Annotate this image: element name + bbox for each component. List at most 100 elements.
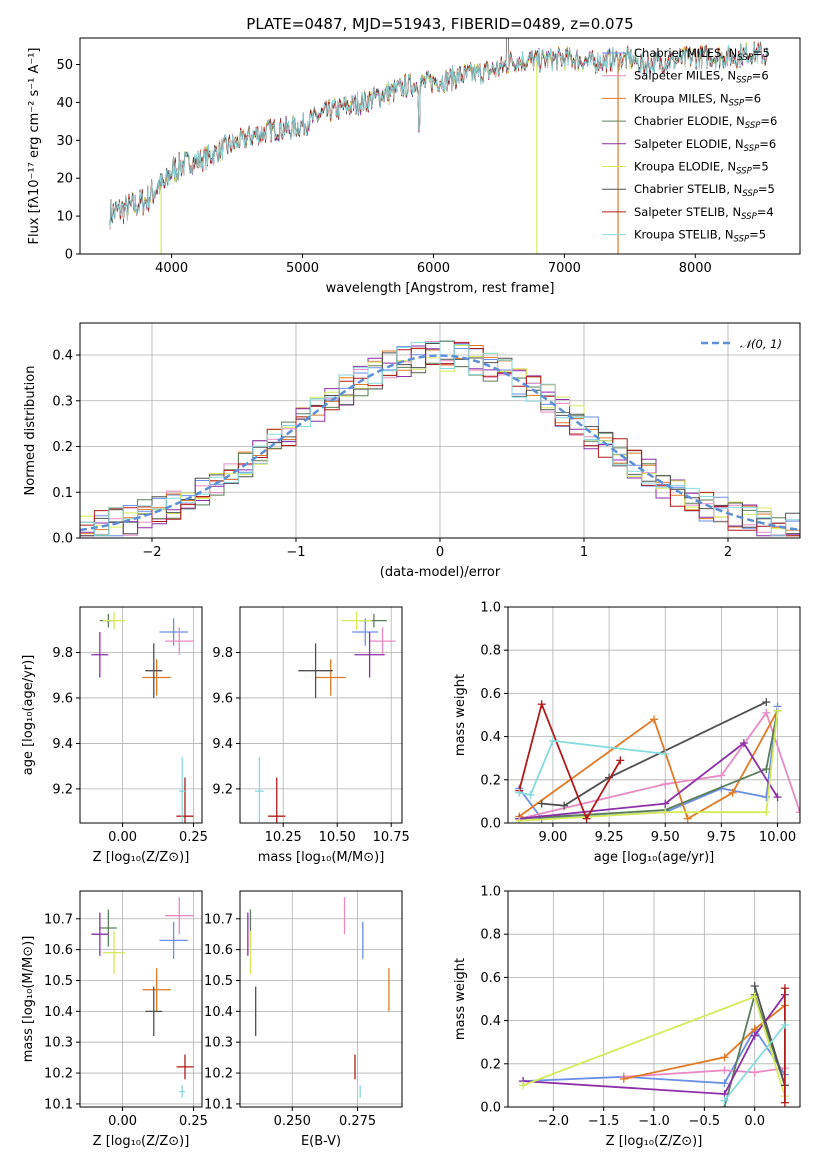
weight-marker (780, 1098, 789, 1107)
y-tick-label: 10.5 (204, 974, 233, 989)
panel-massweight_vs_age: 9.00 9.25 9.50 9.75 10.00 0.0 0.2 0.4 0.6 0.8 1.0 a… (453, 601, 801, 865)
weight-marker (661, 799, 670, 808)
weight-marker (750, 982, 759, 991)
y-tick-label: 1.0 (480, 885, 501, 900)
weight-marker (661, 780, 670, 789)
x-tick-label: −1.0 (638, 1114, 670, 1129)
x-tick-label: 10.25 (265, 830, 302, 845)
y-tick-label: 10.5 (44, 974, 73, 989)
plot-area (91, 611, 194, 823)
y-tick-label: 10.1 (204, 1097, 233, 1112)
x-tick-label: 0.00 (108, 1114, 137, 1129)
weight-marker (773, 793, 782, 802)
y-tick-label: 10.6 (44, 943, 73, 958)
y-tick-label: 0.0 (52, 532, 73, 547)
weight-marker (515, 788, 524, 797)
y-tick-label: 10 (56, 210, 73, 225)
x-tick-label: 6000 (417, 261, 450, 276)
y-tick-label: 0.2 (480, 1057, 501, 1072)
weight-marker (750, 1068, 759, 1077)
weight-marker (762, 793, 771, 802)
x-axis-label: age [log₁₀(age/yr)] (594, 850, 715, 865)
histogram-series (80, 341, 800, 537)
weight-marker (616, 756, 625, 765)
y-tick-label: 9.6 (52, 691, 73, 706)
x-tick-label: 0.250 (274, 1114, 311, 1129)
plot-area (519, 982, 789, 1107)
x-axis-label: E(B-V) (301, 1134, 341, 1149)
y-tick-label: 10.7 (204, 912, 233, 927)
x-tick-label: 0.275 (339, 1114, 376, 1129)
weight-marker (720, 1053, 729, 1062)
figure-title: PLATE=0487, MJD=51943, FIBERID=0489, z=0… (246, 15, 633, 33)
x-tick-label: 9.50 (651, 830, 680, 845)
y-tick-label: 0.2 (480, 773, 501, 788)
weight-marker (762, 765, 771, 773)
x-tick-label: −1.5 (588, 1114, 620, 1129)
legend: Chabrier MILES, NSSP=5 Salpeter MILES, NS… (602, 46, 777, 245)
weight-marker (750, 1031, 759, 1040)
series-line (109, 38, 769, 226)
y-axis-label: age [log₁₀(age/yr)] (21, 655, 36, 776)
x-tick-label: 9.25 (595, 830, 624, 845)
axes-frame (79, 322, 801, 539)
weight-marker (519, 1081, 528, 1090)
y-tick-label: 0.2 (52, 440, 73, 455)
weight-line (518, 710, 779, 821)
y-axis-label: mass [log₁₀(M/M⊙)] (21, 936, 36, 1063)
panel-age_vs_mass: 10.25 10.50 10.75 9.2 9.4 9.6 9.8 mass [log₁₀(M… (212, 606, 410, 865)
weight-marker (762, 708, 771, 717)
x-axis-label: mass [log₁₀(M/M⊙)] (258, 850, 385, 865)
panel-mass_vs_ebv: 0.250 0.275 10.1 10.2 10.3 10.4 10.5 10.6 10.7 E(… (204, 890, 403, 1149)
weight-line (623, 1004, 786, 1080)
y-tick-label: 20 (56, 172, 73, 187)
axes-frame (507, 890, 801, 1108)
y-axis-label: Flux [fλ10⁻¹⁷ erg cm⁻² s⁻¹ A⁻¹] (27, 48, 42, 245)
x-tick-label: 10.00 (759, 830, 796, 845)
y-axis-label: mass weight (453, 674, 468, 756)
plot-area (515, 698, 800, 823)
weight-marker (796, 808, 800, 817)
x-tick-label: 4000 (155, 261, 188, 276)
weight-marker (683, 814, 692, 823)
y-tick-label: 1.0 (480, 601, 501, 616)
x-tick-label: 0.25 (179, 1114, 208, 1129)
x-tick-label: −1 (286, 545, 305, 560)
legend-entry: Kroupa MILES, NSSP=6 (634, 91, 761, 108)
y-tick-label: 50 (56, 58, 73, 73)
weight-marker (720, 1066, 729, 1075)
weight-marker (526, 790, 535, 799)
weight-marker (717, 771, 726, 780)
y-tick-label: 0.6 (480, 971, 501, 986)
weight-line (519, 739, 666, 796)
x-tick-label: 1 (580, 545, 588, 560)
weight-line (523, 994, 786, 1095)
y-tick-label: 10.3 (44, 1036, 73, 1051)
x-axis-label: Z [log₁₀(Z/Z⊙)] (93, 1134, 190, 1149)
weight-marker (661, 808, 670, 817)
y-tick-label: 9.4 (52, 737, 73, 752)
weight-marker (739, 739, 748, 748)
panel-mass_vs_Z: 0.00 0.25 10.1 10.2 10.3 10.4 10.5 10.6 10.7 Z [l… (21, 890, 208, 1149)
panel-age_vs_Z: 0.00 0.25 9.2 9.4 9.6 9.8 Z [log₁₀(Z/Z⊙)] age [… (21, 606, 208, 865)
weight-line (723, 1024, 786, 1102)
x-tick-label: 0 (436, 545, 444, 560)
y-tick-label: 0.3 (52, 394, 73, 409)
y-tick-label: 10.4 (204, 1005, 233, 1020)
weight-marker (515, 816, 524, 823)
x-tick-label: 9.75 (707, 830, 736, 845)
weight-marker (720, 1096, 729, 1105)
weight-marker (560, 801, 569, 810)
weight-line (519, 741, 779, 820)
panel-massweight_vs_Z: −2.0 −1.5 −1.0 −0.5 0.0 0.0 0.2 0.4 0.6 0.8 1.0 Z [… (453, 885, 801, 1149)
x-tick-label: 0.0 (744, 1114, 765, 1129)
plot-area (91, 897, 194, 1098)
x-tick-label: 10.50 (319, 830, 356, 845)
legend-entry: Chabrier MILES, NSSP=5 (634, 46, 770, 63)
y-tick-label: 0.0 (480, 817, 501, 832)
y-tick-label: 9.8 (212, 646, 233, 661)
weight-line (541, 701, 767, 807)
x-tick-label: −2.0 (538, 1114, 570, 1129)
weight-marker (650, 715, 658, 724)
